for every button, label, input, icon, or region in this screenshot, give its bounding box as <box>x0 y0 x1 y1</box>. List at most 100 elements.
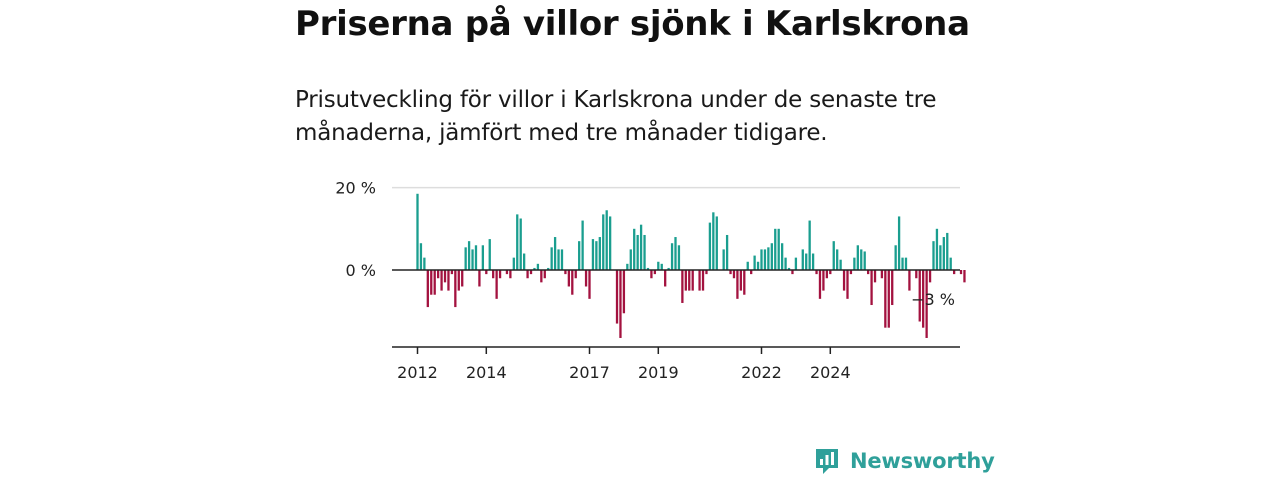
bar <box>660 263 663 270</box>
bar <box>860 249 863 270</box>
x-tick-label: 2024 <box>810 363 851 382</box>
bar <box>426 270 429 308</box>
bar <box>433 270 436 295</box>
bar <box>815 270 818 275</box>
bar <box>622 270 626 314</box>
bar <box>763 249 767 270</box>
bar <box>536 263 540 270</box>
bar <box>674 237 677 270</box>
bar <box>880 270 884 279</box>
bar <box>784 257 787 270</box>
x-tick-label: 2019 <box>638 363 679 382</box>
bar <box>818 270 822 299</box>
bar <box>791 270 794 275</box>
bar <box>904 257 908 270</box>
bar <box>416 193 419 270</box>
bar <box>443 270 447 283</box>
bar <box>915 270 918 279</box>
bar <box>767 247 770 270</box>
bar <box>447 270 450 291</box>
bar <box>454 270 457 308</box>
bar <box>825 270 829 279</box>
bar <box>564 270 567 275</box>
bar <box>736 270 739 299</box>
bar <box>866 270 870 275</box>
bar <box>639 224 643 270</box>
bar <box>705 270 708 275</box>
bar <box>708 222 712 270</box>
bar <box>770 243 773 270</box>
bar <box>780 243 784 270</box>
bar <box>519 218 522 270</box>
bar <box>619 270 622 338</box>
bar <box>615 270 619 324</box>
bar <box>908 270 911 291</box>
bar <box>567 270 571 287</box>
bar <box>897 216 901 270</box>
bar <box>932 241 935 270</box>
bar <box>949 257 952 270</box>
bar <box>756 261 760 270</box>
bar <box>664 270 667 287</box>
bar <box>698 270 701 291</box>
bar <box>430 270 433 295</box>
bar <box>650 270 653 279</box>
bar <box>574 270 577 279</box>
bar <box>794 257 798 270</box>
bar <box>419 243 423 270</box>
bar <box>691 270 694 291</box>
bar <box>605 210 608 270</box>
bar <box>873 270 877 283</box>
bar <box>653 270 657 275</box>
bar <box>578 241 581 270</box>
bar <box>526 270 529 279</box>
bar <box>543 270 546 279</box>
bar <box>808 220 811 270</box>
bar <box>801 249 804 270</box>
bar <box>739 270 743 291</box>
bar <box>557 249 560 270</box>
bar <box>701 270 705 291</box>
chart-title: Priserna på villor sjönk i Karlskrona <box>295 4 970 44</box>
bar <box>512 257 515 270</box>
bar <box>849 270 853 275</box>
bar <box>922 270 925 328</box>
bar <box>670 243 674 270</box>
bar <box>457 270 460 291</box>
bar <box>725 234 729 270</box>
bar <box>602 214 605 270</box>
bar <box>712 212 715 270</box>
bar <box>522 253 526 270</box>
y-tick-label: 0 % <box>346 261 376 280</box>
bar <box>887 270 890 328</box>
bar <box>787 267 791 270</box>
bar <box>450 270 454 275</box>
bar <box>591 239 595 270</box>
bar <box>643 234 646 270</box>
bar <box>488 239 491 270</box>
y-tick-label: 20 % <box>335 179 376 198</box>
bar <box>925 270 928 338</box>
bar <box>743 270 746 295</box>
bar <box>939 245 942 270</box>
bar <box>891 270 894 306</box>
chart-subtitle: Prisutveckling för villor i Karlskrona u… <box>295 87 937 146</box>
bar <box>423 257 426 270</box>
bar <box>894 245 897 270</box>
bar <box>471 249 474 270</box>
bar <box>467 241 471 270</box>
bar <box>481 245 485 270</box>
bar <box>636 234 639 270</box>
bar <box>959 270 963 275</box>
bar <box>436 270 440 279</box>
bar <box>584 270 588 287</box>
bar <box>509 270 512 279</box>
brand-name: Newsworthy <box>850 449 995 473</box>
bar <box>732 270 736 279</box>
newsworthy-logo[interactable]: Newsworthy <box>814 446 995 476</box>
x-tick-label: 2022 <box>741 363 782 382</box>
bar <box>846 270 849 299</box>
bar <box>942 237 945 270</box>
bar <box>464 247 467 270</box>
bar <box>760 249 763 270</box>
